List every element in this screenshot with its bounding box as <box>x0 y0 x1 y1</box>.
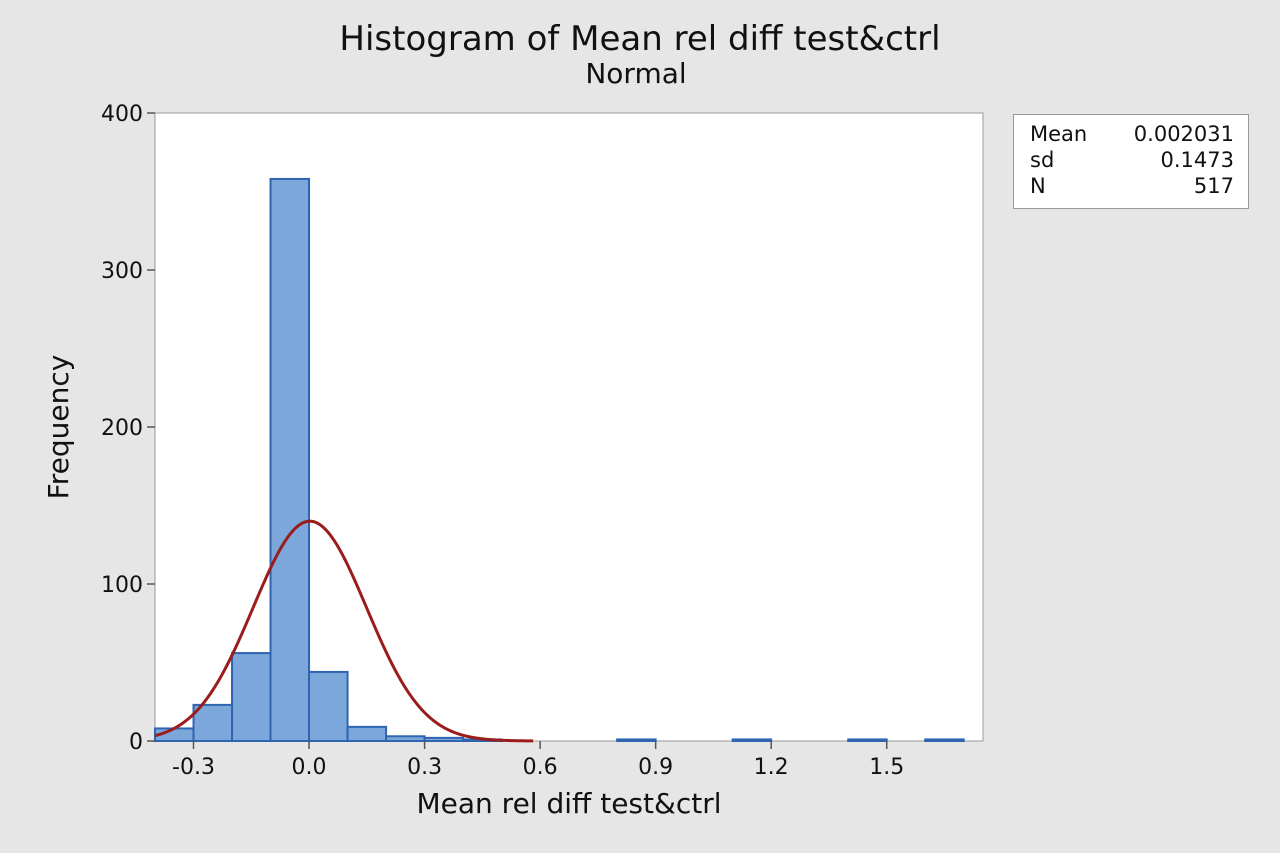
summary-stats-box: Mean 0.002031 sd 0.1473 N 517 <box>1013 114 1249 209</box>
chart-subtitle: Normal <box>585 57 686 90</box>
x-tick-label: 1.5 <box>869 755 904 780</box>
stats-mean-value: 0.002031 <box>1133 122 1234 146</box>
stats-sd-value: 0.1473 <box>1160 148 1234 172</box>
x-tick-label: 0.0 <box>292 755 327 780</box>
stats-row-mean: Mean 0.002031 <box>1030 121 1234 147</box>
normal-fit-curve <box>154 519 534 743</box>
x-axis-label: Mean rel diff test&ctrl <box>416 787 721 820</box>
x-tick-label: 0.9 <box>638 755 673 780</box>
x-tick-label: 0.6 <box>523 755 558 780</box>
histogram-bar <box>192 703 234 743</box>
histogram-bar <box>616 738 657 742</box>
histogram-bar <box>731 738 773 742</box>
x-tick-label: 0.3 <box>407 755 442 780</box>
y-tick-label: 0 <box>129 730 143 755</box>
y-tick-label: 100 <box>101 573 143 598</box>
stats-row-n: N 517 <box>1030 173 1234 199</box>
histogram-bar <box>346 725 388 742</box>
chart-title: Histogram of Mean rel diff test&ctrl <box>339 19 940 59</box>
stats-n-value: 517 <box>1193 174 1234 198</box>
histogram-bar <box>423 736 465 742</box>
histogram-bar <box>231 652 272 743</box>
y-tick-label: 400 <box>101 102 143 127</box>
y-axis-label: Frequency <box>42 355 75 500</box>
histogram-bar <box>924 738 965 742</box>
bars-group <box>154 177 965 743</box>
y-tick-label: 200 <box>101 416 143 441</box>
x-tick-label: 1.2 <box>754 755 789 780</box>
stats-n-label: N <box>1030 174 1046 198</box>
histogram-bar <box>385 735 426 742</box>
histogram-bar <box>308 670 349 742</box>
stats-sd-label: sd <box>1030 148 1055 172</box>
stats-row-sd: sd 0.1473 <box>1030 147 1234 173</box>
x-tick-label: -0.3 <box>172 755 215 780</box>
axes-group: 0 100 200 300 400 -0.3 0.0 0.3 0.6 0.9 1.2 1.5 <box>101 102 904 780</box>
y-tick-label: 300 <box>101 259 143 284</box>
histogram-bar <box>269 177 311 742</box>
stats-mean-label: Mean <box>1030 122 1088 146</box>
histogram-bar <box>847 738 888 742</box>
